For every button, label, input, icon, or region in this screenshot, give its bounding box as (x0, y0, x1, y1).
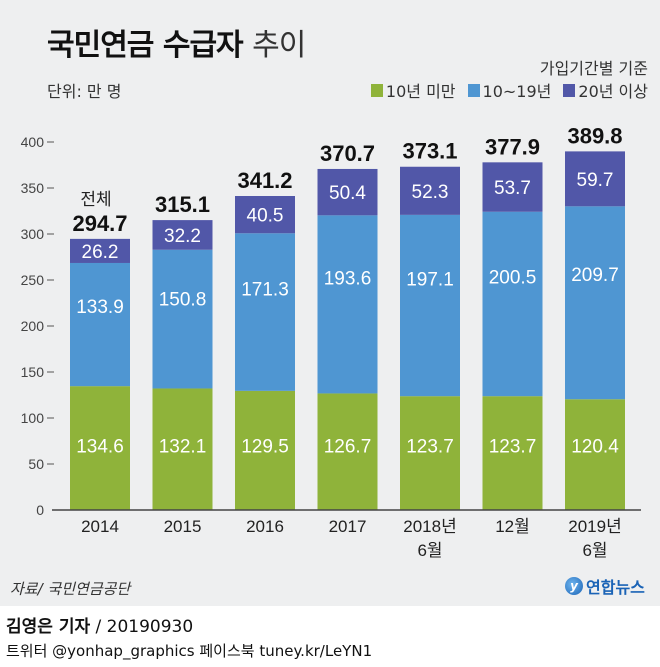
title-light: 추이 (252, 28, 306, 63)
bar-segment-20-plus (482, 162, 543, 212)
bar-segment-20-plus (400, 166, 460, 215)
byline: 김영은 기자 / 20190930 (6, 612, 193, 637)
x-tick-label: 6월 (417, 541, 442, 560)
bar-segment-20-plus (235, 196, 295, 234)
total-prefix-label: 전체 (80, 190, 111, 209)
x-tick-label: 2017 (329, 517, 367, 536)
bar-segment-10-19 (70, 262, 130, 387)
logo-text: 연합뉴스 (586, 578, 645, 597)
bar-value-label: 40.5 (247, 206, 284, 227)
legend-swatch (370, 83, 383, 97)
total-label: 373.1 (402, 139, 457, 164)
basis-note: 가입기간별 기준 (539, 59, 648, 78)
bar-segment-under-10 (235, 390, 295, 510)
bar-segment-10-19 (400, 214, 460, 397)
legend-item-under-10: 10년 미만 (370, 78, 456, 102)
y-tick-label: 200 (21, 318, 45, 334)
y-tick-label: 400 (21, 134, 45, 150)
total-label: 341.2 (237, 168, 292, 193)
y-tick-label: 250 (21, 272, 45, 288)
legend: 10년 미만 10~19년 20년 이상 (370, 78, 648, 102)
bar-segment-under-10 (565, 399, 625, 510)
total-label: 315.1 (155, 192, 210, 217)
total-label: 294.7 (72, 211, 127, 236)
bar-segment-under-10 (317, 393, 378, 510)
stacked-bar-chart: 0 50 100 150 200 250 300 350 400 134.6 133.9 26.2 29… (21, 123, 641, 560)
legend-label: 20년 이상 (578, 82, 648, 101)
bar-value-label: 150.8 (159, 289, 207, 310)
bar-value-label: 197.1 (406, 269, 454, 290)
bar-segment-20-plus (565, 151, 625, 207)
y-tick-label: 350 (21, 180, 45, 196)
bar-value-label: 50.4 (329, 183, 366, 204)
bar-segment-under-10 (482, 396, 543, 510)
bar-value-label: 134.6 (76, 437, 124, 458)
x-tick-label: 12월 (495, 517, 530, 536)
bar-value-label: 126.7 (324, 437, 372, 458)
bar-segment-10-19 (317, 215, 378, 394)
y-tick-label: 50 (28, 456, 44, 472)
bar-value-label: 193.6 (324, 269, 372, 290)
social-links: 트위터 @yonhap_graphics 페이스북 tuney.kr/LeYN1 (6, 642, 373, 660)
yonhap-logo: y 연합뉴스 (565, 574, 645, 598)
bar-segment-10-19 (152, 249, 213, 389)
x-tick-label: 2016 (246, 517, 284, 536)
bar-value-label: 123.7 (489, 437, 537, 458)
bar-value-label: 129.5 (241, 437, 289, 458)
legend-swatch (563, 83, 576, 97)
y-tick-label: 0 (36, 502, 44, 518)
chart-title: 국민연금 수급자 추이 (47, 20, 306, 64)
total-label: 370.7 (320, 141, 375, 166)
reporter: 김영은 기자 (6, 617, 91, 637)
x-tick-label: 6월 (582, 541, 607, 560)
bar-value-label: 133.9 (76, 297, 124, 318)
bar-value-label: 171.3 (241, 279, 289, 300)
bar-segment-under-10 (152, 388, 213, 510)
bar-segment-10-19 (482, 211, 543, 397)
publish-date: / 20190930 (95, 617, 194, 637)
bar-value-label: 53.7 (494, 178, 531, 199)
legend-swatch (467, 83, 480, 97)
legend-item-20-plus: 20년 이상 (563, 78, 648, 102)
bar-value-label: 32.2 (164, 226, 201, 247)
bar-value-label: 26.2 (82, 242, 119, 263)
bar-value-label: 209.7 (571, 265, 619, 286)
y-tick-label: 150 (21, 364, 45, 380)
bar-value-label: 132.1 (159, 437, 207, 458)
bar-segment-under-10 (400, 396, 460, 510)
total-label: 389.8 (567, 123, 622, 148)
yonhap-logo-icon: y (565, 577, 583, 595)
y-tick-label: 100 (21, 410, 45, 426)
legend-item-10-19: 10~19년 (467, 78, 552, 102)
bar-segment-10-19 (235, 233, 295, 391)
x-tick-label: 2018년 (403, 517, 456, 536)
bar-segment-20-plus (152, 220, 213, 250)
bar-value-label: 52.3 (412, 182, 449, 203)
legend-label: 10~19년 (482, 82, 552, 101)
bar-segment-20-plus (317, 168, 378, 216)
bar-value-label: 200.5 (489, 267, 537, 288)
bar-value-label: 120.4 (571, 437, 619, 458)
bar-value-label: 123.7 (406, 437, 454, 458)
bar-segment-under-10 (70, 386, 130, 510)
total-label: 377.9 (485, 134, 540, 159)
unit-label: 단위: 만 명 (47, 82, 122, 101)
legend-label: 10년 미만 (385, 82, 456, 101)
x-tick-label: 2019년 (568, 517, 621, 536)
bar-value-label: 59.7 (577, 170, 614, 191)
source-note: 자료/ 국민연금공단 (10, 580, 131, 598)
x-tick-label: 2014 (81, 517, 119, 536)
bar-segment-20-plus (70, 238, 130, 263)
y-tick-label: 300 (21, 226, 45, 242)
bar-segment-10-19 (565, 206, 625, 400)
title-bold: 국민연금 수급자 (47, 28, 244, 63)
x-tick-label: 2015 (164, 517, 202, 536)
